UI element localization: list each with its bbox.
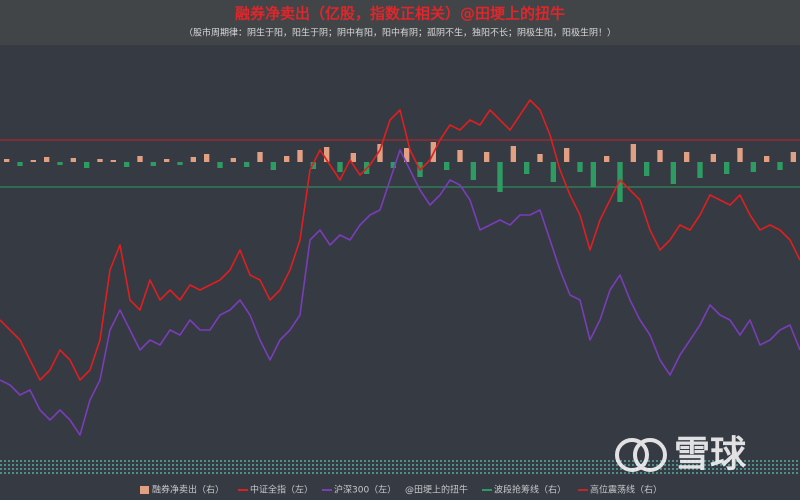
bar <box>670 162 676 184</box>
bar <box>470 162 476 180</box>
credit: @田埂上的扭牛 <box>405 484 468 496</box>
bar <box>230 158 236 162</box>
bar <box>110 160 116 162</box>
bar <box>324 147 330 162</box>
bar <box>257 152 263 162</box>
bar <box>710 154 716 162</box>
bar <box>617 162 623 202</box>
bar <box>44 157 50 162</box>
bar <box>644 162 650 176</box>
bar <box>444 162 450 170</box>
watermark-logo <box>615 438 667 472</box>
bar <box>630 144 636 162</box>
bar <box>697 162 703 178</box>
chart-title: 融券净卖出（亿股，指数正相关）@田埂上的扭牛 <box>235 5 565 23</box>
bar <box>457 150 463 162</box>
bar <box>724 162 730 174</box>
bar <box>310 162 316 169</box>
bar <box>750 162 756 172</box>
bar <box>790 152 796 162</box>
bar <box>577 162 583 172</box>
bar <box>350 153 356 162</box>
bar <box>137 156 143 162</box>
bar <box>604 156 610 162</box>
bar <box>337 162 343 172</box>
bar <box>764 156 770 162</box>
bar <box>97 159 103 162</box>
bar <box>537 154 543 162</box>
bar <box>550 162 556 182</box>
bar <box>17 162 23 166</box>
bar <box>684 152 690 162</box>
bar <box>404 148 410 162</box>
bar <box>244 162 250 167</box>
bar <box>150 162 156 166</box>
bar <box>164 159 170 162</box>
legend-label: 波段抢筹线（右） <box>494 484 566 496</box>
header-band <box>0 0 800 45</box>
line-series <box>0 99 800 381</box>
legend-label: 沪深300（左） <box>334 484 396 496</box>
bar <box>564 148 570 162</box>
bar <box>4 159 10 162</box>
bar <box>124 162 130 167</box>
bar <box>204 154 210 162</box>
line-series <box>0 149 800 436</box>
bar <box>30 160 36 162</box>
bar <box>524 162 530 174</box>
bar <box>390 162 396 168</box>
bar <box>190 157 196 162</box>
bar <box>497 162 503 192</box>
chart-subtitle: （股市周期律：阴生于阳，阳生于阴；阴中有阳，阳中有阴；孤阴不生，独阳不长；阴极生… <box>184 27 616 39</box>
bar <box>377 144 383 162</box>
legend-label: 中证全指（左） <box>250 484 313 496</box>
legend-swatch <box>140 486 149 494</box>
watermark: 雪球 <box>674 434 747 475</box>
bar <box>70 158 76 162</box>
bar <box>777 162 783 170</box>
bar <box>510 146 516 162</box>
bar <box>737 148 743 162</box>
legend-label: 高位震荡线（右） <box>590 484 662 496</box>
bar <box>657 150 663 162</box>
bar <box>177 162 183 165</box>
bar <box>217 162 223 168</box>
bar <box>590 162 596 187</box>
bar <box>297 150 303 162</box>
legend-label: 融券净卖出（右） <box>152 484 224 496</box>
bar <box>84 162 90 168</box>
bar <box>270 162 276 170</box>
bar <box>284 156 290 162</box>
bar <box>484 152 490 162</box>
x-axis-strip <box>0 460 800 476</box>
bar <box>57 162 63 165</box>
